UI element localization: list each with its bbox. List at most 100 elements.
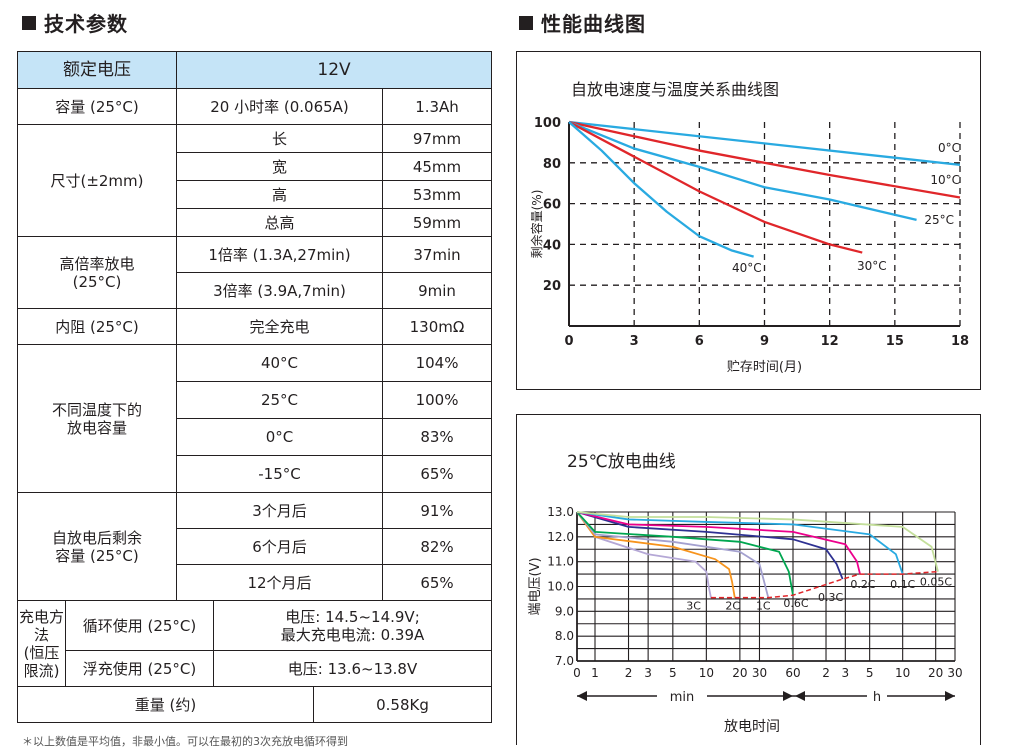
table-row: 12个月后 65% [18,564,493,601]
x-axis-label: 放电时间 [724,719,780,735]
cycle-use-label: 循环使用 (25°C) [65,600,214,651]
high-rate-condition: 1倍率 (1.3A,27min) [176,236,383,273]
y-tick-label: 80 [543,157,561,172]
series-line [568,120,961,166]
size-value: 59mm [381,208,493,237]
arrow-right-icon [783,691,793,701]
series-label: 30°C [857,259,887,273]
temp-name: 0°C [176,418,383,456]
size-name: 总高 [176,208,383,237]
x-tick-label: 3 [842,666,850,680]
high-rate-condition: 3倍率 (3.9A,7min) [176,272,383,309]
self-discharge-chart: 自放电速度与温度关系曲线图 0 3 6 9 12 15 18 20 40 60 80 100 贮存时间(月… [529,80,969,375]
table-row: 宽 45mm [18,152,493,181]
table-row: 自放电后剩余 容量 (25°C) 3个月后 91% [17,492,493,601]
self-discharge-value: 82% [381,528,493,565]
square-bullet-icon [22,16,36,30]
x-tick-label: 3 [630,334,639,349]
high-rate-label: 高倍率放电 (25°C) [17,236,177,309]
x-tick-label: 10 [895,666,910,680]
min-unit-label: min [670,690,695,705]
y-tick-label: 10.0 [547,580,574,594]
series-label: 2C [725,600,740,613]
y-tick-label: 100 [534,116,561,131]
series-label: 0.6C [783,597,808,610]
self-discharge-period: 3个月后 [176,492,383,529]
series-line [576,511,939,572]
arrow-left-icon [577,691,587,701]
temp-value: 83% [381,418,493,456]
chart-title: 自放电速度与温度关系曲线图 [571,80,779,99]
temp-capacity-label: 不同温度下的 放电容量 [17,344,177,493]
size-value: 45mm [381,152,493,181]
capacity-condition: 20 小时率 (0.065A) [176,88,383,125]
series-line [568,120,863,254]
table-row: 25°C 100% [18,381,493,419]
h-unit-label: h [873,690,881,705]
square-bullet-icon [519,16,533,30]
x-tick-label: 18 [951,334,969,349]
series-label: 10°C [930,173,960,187]
temp-value: 65% [381,455,493,493]
series-label: 0.3C [818,591,843,604]
x-tick-label: 5 [866,666,874,680]
x-tick-label: 2 [822,666,830,680]
x-axis-label: 贮存时间(月) [727,360,802,375]
capacity-label: 容量 (25°C) [17,88,177,125]
x-tick-label: 30 [752,666,767,680]
y-tick-label: 9.0 [555,604,574,618]
arrow-right-icon [945,691,955,701]
series-line [576,511,844,580]
x-tick-label: 9 [760,334,769,349]
weight-label: 重量 (约) [17,686,314,723]
arrow-left-icon [795,691,805,701]
table-row: 充电方法 (恒压限流) 循环使用 (25°C) 电压: 14.5~14.9V; … [17,600,493,687]
series-label: 0.05C [920,576,952,589]
series-label: 0°C [938,141,960,155]
series-label: 25°C [924,213,954,227]
self-discharge-value: 65% [381,564,493,601]
y-tick-label: 7.0 [555,654,574,668]
x-tick-label: 1 [591,666,599,680]
x-tick-label: 3 [644,666,652,680]
x-tick-label: 6 [695,334,704,349]
y-tick-label: 11.0 [547,555,574,569]
size-value: 97mm [381,124,493,153]
x-tick-label: 0 [564,334,573,349]
series-line [568,121,754,258]
float-use-label: 浮充使用 (25°C) [65,650,214,687]
y-tick-label: 13.0 [547,505,574,519]
x-tick-label: 20 [928,666,943,680]
spec-table: 额定电压 12V 容量 (25°C) 20 小时率 (0.065A) 1.3Ah… [17,51,493,723]
x-tick-label: 30 [947,666,962,680]
high-rate-value: 9min [381,272,493,309]
cutoff-voltage-line [710,570,939,599]
capacity-value: 1.3Ah [381,88,493,125]
x-tick-label: 0 [573,666,581,680]
self-discharge-period: 6个月后 [176,528,383,565]
y-tick-label: 20 [543,279,561,294]
x-tick-label: 20 [732,666,747,680]
table-row: 容量 (25°C) 20 小时率 (0.065A) 1.3Ah [17,88,493,125]
size-name: 长 [176,124,383,153]
high-rate-value: 37min [381,236,493,273]
series-label: 0.2C [850,578,875,591]
weight-value: 0.58Kg [312,686,493,723]
series-label: 0.1C [890,578,915,591]
spec-section-title: 技术参数 [22,8,128,37]
curve-section-title: 性能曲线图 [519,8,646,37]
series-line [576,511,770,598]
series-label: 40°C [732,261,762,275]
x-tick-label: 15 [886,334,904,349]
temp-value: 100% [381,381,493,419]
table-row: 3倍率 (3.9A,7min) 9min [18,272,493,309]
y-tick-label: 8.0 [555,629,574,643]
temp-name: 40°C [176,344,383,382]
self-discharge-chart-panel: 自放电速度与温度关系曲线图 0 3 6 9 12 15 18 20 40 60 80 100 贮存时间(月… [516,51,981,390]
self-discharge-label: 自放电后剩余 容量 (25°C) [17,492,177,601]
resistance-label: 内阻 (25°C) [17,308,177,345]
y-axis-label: 端电压(V) [528,557,543,615]
size-name: 高 [176,180,383,209]
x-tick-label: 10 [699,666,714,680]
